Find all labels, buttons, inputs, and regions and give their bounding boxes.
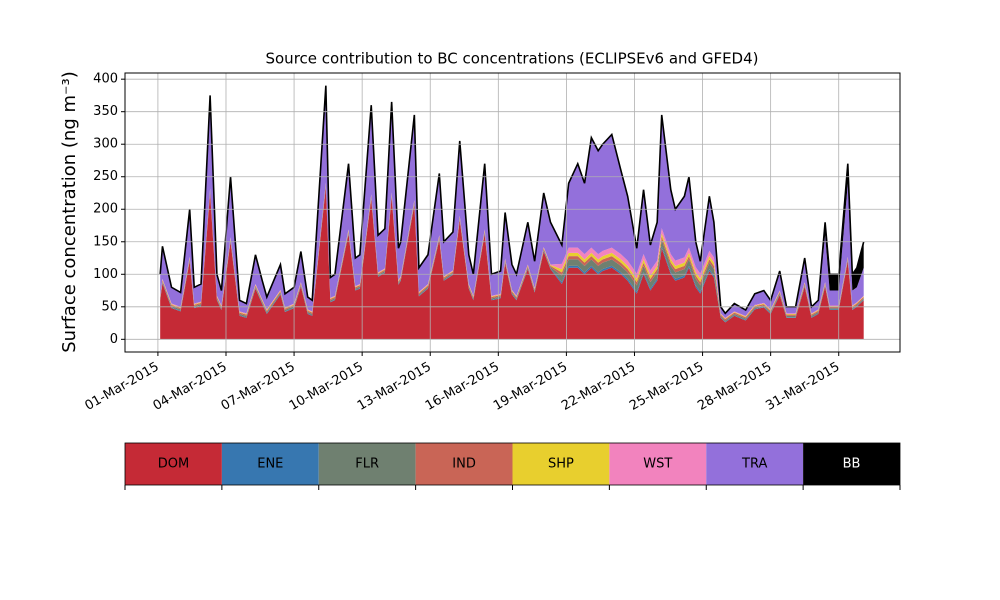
y-tick-label: 50 [101,299,118,314]
legend-label: IND [452,457,476,472]
area-dom [160,187,864,340]
y-tick-label: 300 [93,137,118,152]
legend-label: SHP [548,457,574,472]
legend-swatch [125,443,222,485]
y-tick-label: 400 [93,72,118,87]
legend-label: FLR [355,457,379,472]
y-tick-label: 200 [93,202,118,217]
y-axis-label: Surface concentration (ng m⁻³) [59,71,80,353]
legend-swatch [415,443,513,485]
legend-swatch [609,443,707,485]
top-outline [159,85,865,315]
y-tick-label: 250 [93,169,118,184]
legend-swatch [803,443,900,485]
legend-label: WST [643,457,672,472]
legend-frame [124,442,901,486]
legend-label: DOM [158,457,189,472]
legend-swatch [221,443,319,485]
y-tick-label: 350 [93,104,118,119]
area-tra [160,85,864,318]
legend-label: BB [843,457,861,472]
legend-label: ENE [257,457,283,472]
y-tick-label: 150 [93,234,118,249]
legend-swatch [318,443,416,485]
legend-label: TRA [741,457,767,472]
chart-title: Source contribution to BC concentrations… [265,50,758,68]
plot-frame [124,72,901,353]
legend-swatch [512,443,610,485]
legend-swatch [706,443,804,485]
y-tick-label: 100 [93,267,118,282]
y-tick-label: 0 [110,332,118,347]
